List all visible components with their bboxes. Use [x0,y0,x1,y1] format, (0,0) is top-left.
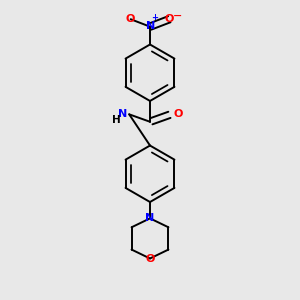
Text: N: N [118,109,127,119]
Text: O: O [145,254,155,264]
Text: O: O [165,14,174,24]
Text: N: N [146,21,155,32]
Text: N: N [146,213,154,223]
Text: −: − [173,11,182,21]
Text: H: H [112,115,121,125]
Text: O: O [126,14,135,24]
Text: O: O [173,109,183,119]
Text: +: + [151,13,158,22]
